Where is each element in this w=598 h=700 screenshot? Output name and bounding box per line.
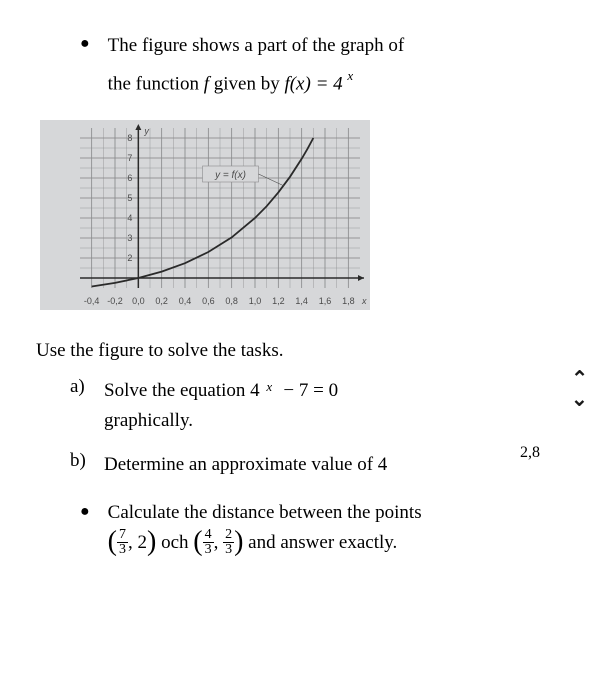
rparen-2: ) <box>234 527 243 557</box>
intro-text: The figure shows a part of the graph of … <box>108 30 405 100</box>
svg-text:0,0: 0,0 <box>132 296 145 306</box>
svg-text:3: 3 <box>127 233 132 243</box>
task-a-body: Solve the equation 4 x − 7 = 0 graphical… <box>104 376 568 436</box>
frac-7-3: 73 <box>117 528 128 557</box>
task-b-text: Determine an approximate value of 4 <box>104 454 387 475</box>
och: och <box>156 532 193 553</box>
intro-block: ● The figure shows a part of the graph o… <box>80 30 568 100</box>
task-b-body: Determine an approximate value of 4 2,8 <box>104 450 568 480</box>
p1-y: 2 <box>138 532 148 553</box>
chevron-down-icon[interactable]: ⌃ <box>571 388 588 406</box>
bullet-dot-2: ● <box>80 498 90 559</box>
instruction-text: Use the figure to solve the tasks. <box>36 340 568 362</box>
task-b-letter: b) <box>70 450 104 480</box>
task-c-post: and answer exactly. <box>243 532 397 553</box>
intro-fn: f(x) = 4 <box>284 73 342 94</box>
svg-text:0,2: 0,2 <box>155 296 168 306</box>
svg-text:1,8: 1,8 <box>342 296 355 306</box>
svg-text:4: 4 <box>127 213 132 223</box>
task-c-pre: Calculate the distance between the point… <box>108 502 422 523</box>
intro-line1: The figure shows a part of the graph of <box>108 35 405 56</box>
task-c-block: ● Calculate the distance between the poi… <box>80 498 568 559</box>
frac-2-3: 23 <box>223 528 234 557</box>
lparen-2: ( <box>193 527 202 557</box>
svg-text:5: 5 <box>127 193 132 203</box>
svg-text:1,6: 1,6 <box>319 296 332 306</box>
rparen-1: ) <box>147 527 156 557</box>
bullet-dot: ● <box>80 30 90 100</box>
svg-text:0,6: 0,6 <box>202 296 215 306</box>
svg-text:0,4: 0,4 <box>179 296 192 306</box>
intro-line2-mid: given by <box>209 73 284 94</box>
svg-text:1,0: 1,0 <box>249 296 262 306</box>
nav-arrows[interactable]: ⌃ ⌃ <box>571 370 588 406</box>
svg-text:8: 8 <box>127 133 132 143</box>
lparen-1: ( <box>108 527 117 557</box>
svg-text:2: 2 <box>127 253 132 263</box>
svg-text:6: 6 <box>127 173 132 183</box>
intro-line2-pre: the function <box>108 73 204 94</box>
task-a-pre: Solve the equation 4 <box>104 380 260 401</box>
frac-4-3: 43 <box>203 528 214 557</box>
svg-text:y = f(x): y = f(x) <box>214 170 246 181</box>
svg-text:y: y <box>143 126 149 136</box>
task-a-post: − 7 = 0 <box>279 380 338 401</box>
graph-container: -0,4 -0,2 0,0 0,2 0,4 0,6 0,8 1,0 1,2 1,4 1,6 1,8 x 2… <box>40 120 568 315</box>
comma-2: , <box>214 532 224 553</box>
task-a-line2: graphically. <box>104 410 193 431</box>
comma-1: , <box>128 532 138 553</box>
task-b: b) Determine an approximate value of 4 2… <box>70 450 568 480</box>
task-a: a) Solve the equation 4 x − 7 = 0 graphi… <box>70 376 568 436</box>
function-graph: -0,4 -0,2 0,0 0,2 0,4 0,6 0,8 1,0 1,2 1,4 1,6 1,8 x 2… <box>40 120 370 310</box>
svg-text:1,4: 1,4 <box>295 296 308 306</box>
svg-text:7: 7 <box>127 153 132 163</box>
task-c-body: Calculate the distance between the point… <box>108 498 422 559</box>
task-b-exp: 2,8 <box>520 438 540 468</box>
svg-text:x: x <box>361 296 367 306</box>
task-a-letter: a) <box>70 376 104 436</box>
svg-text:-0,4: -0,4 <box>84 296 100 306</box>
svg-text:-0,2: -0,2 <box>107 296 123 306</box>
task-a-exp: x <box>266 372 272 402</box>
svg-text:1,2: 1,2 <box>272 296 285 306</box>
intro-exp: x <box>347 68 353 83</box>
svg-text:0,8: 0,8 <box>225 296 238 306</box>
